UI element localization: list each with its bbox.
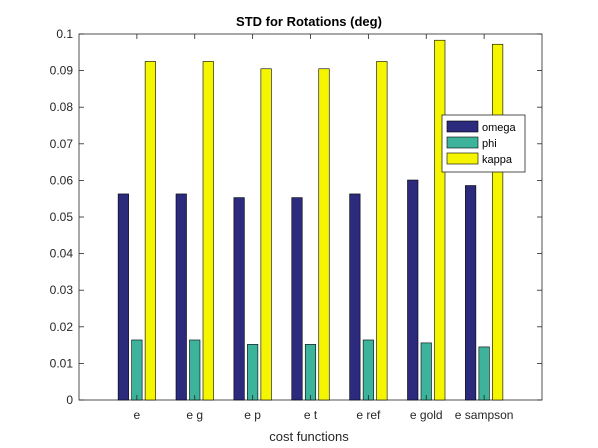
plot-area: 0 0.01 0.02 0.03 0.04 0.05 0.06 0.07 0.08 0.09 0.1… [50, 27, 543, 422]
legend-swatch-phi [446, 136, 479, 149]
bar-kappa [434, 39, 446, 401]
y-tick-label: 0.09 [50, 64, 74, 78]
bar-kappa [318, 68, 330, 401]
bar-phi [247, 344, 259, 401]
y-tick-label: 0.05 [50, 210, 74, 224]
bar-omega [117, 193, 129, 401]
bar-phi [362, 339, 374, 401]
bar-phi [420, 342, 432, 401]
bar-phi [131, 339, 143, 401]
x-axis-label: cost functions [269, 429, 349, 444]
y-tick-label: 0.08 [50, 100, 74, 114]
chart-title: STD for Rotations (deg) [236, 14, 382, 29]
y-tick-label: 0.07 [50, 137, 74, 151]
y-tick-label: 0.02 [50, 320, 74, 334]
y-tick-label: 0.1 [56, 27, 73, 41]
bar-omega [233, 197, 245, 401]
plot-frame [78, 33, 543, 401]
legend-label-phi: phi [482, 138, 497, 150]
bar-phi [189, 339, 201, 401]
legend-swatch-omega [446, 120, 479, 133]
y-tick-label: 0.03 [50, 283, 74, 297]
y-tick-label: 0.04 [50, 247, 74, 261]
bar-kappa [202, 61, 214, 401]
x-tick-label: e [134, 408, 141, 422]
bar-kappa [144, 61, 156, 401]
legend-label-kappa: kappa [482, 154, 513, 166]
bar-phi [304, 344, 317, 401]
y-tick-label: 0 [66, 393, 73, 407]
legend-label-omega: omega [482, 122, 517, 134]
bar-phi [478, 346, 490, 401]
y-tick-label: 0.01 [50, 356, 74, 370]
x-tick-label: e ref [356, 408, 381, 422]
bar-kappa [376, 61, 388, 401]
bar-omega [465, 185, 477, 401]
bar-omega [175, 193, 187, 401]
x-tick-label: e p [244, 408, 261, 422]
x-tick-label: e g [186, 408, 203, 422]
bar-kappa [260, 68, 272, 401]
bar-omega [407, 179, 419, 401]
bar-kappa [492, 43, 504, 401]
x-tick-label: e gold [410, 408, 443, 422]
x-tick-label: e sampson [455, 408, 514, 422]
bar-omega [349, 193, 361, 401]
bar-omega [291, 197, 303, 401]
y-tick-label: 0.06 [50, 173, 74, 187]
legend-swatch-kappa [446, 152, 479, 165]
x-tick-label: e t [304, 408, 318, 422]
